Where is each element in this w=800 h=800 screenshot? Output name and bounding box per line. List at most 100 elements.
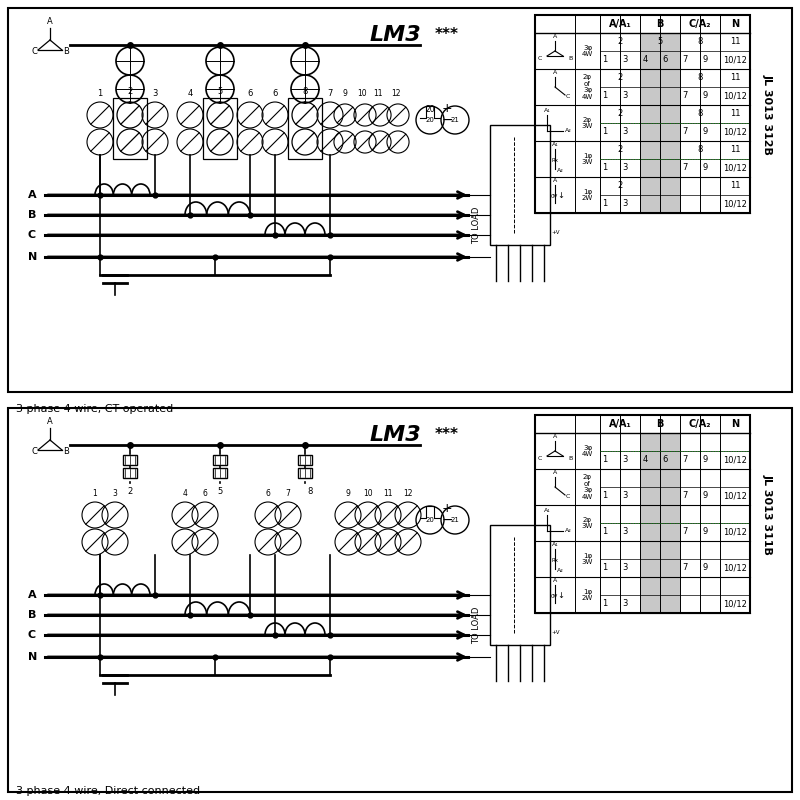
Bar [123, 455, 137, 465]
Bar [298, 468, 312, 478]
Text: A: A [553, 70, 557, 75]
Bar [535, 15, 750, 213]
Text: 10/12: 10/12 [723, 199, 747, 209]
Text: 7: 7 [682, 163, 688, 173]
Text: A₂: A₂ [565, 529, 572, 534]
Text: 1: 1 [602, 91, 608, 101]
Text: B: B [656, 419, 664, 429]
Text: 1: 1 [602, 55, 608, 65]
Text: A₁: A₁ [544, 108, 550, 113]
Text: A₂: A₂ [565, 129, 572, 134]
Bar [298, 455, 312, 465]
Text: 10/12: 10/12 [723, 91, 747, 101]
Text: 7: 7 [682, 563, 688, 573]
Text: 1φ
3W: 1φ 3W [582, 553, 593, 566]
Text: 3φ
4W: 3φ 4W [582, 45, 593, 58]
Bar [640, 577, 680, 613]
Text: 10/12: 10/12 [723, 163, 747, 173]
Text: C: C [31, 447, 37, 457]
Text: C: C [566, 494, 570, 499]
Text: 1: 1 [602, 599, 608, 609]
Text: 3: 3 [622, 55, 628, 65]
Text: 1: 1 [602, 127, 608, 137]
Text: A: A [553, 178, 557, 183]
Text: 1: 1 [602, 455, 608, 465]
Text: C/A₂: C/A₂ [689, 19, 711, 29]
Text: 3 phase 4 wire, CT operated: 3 phase 4 wire, CT operated [16, 404, 174, 414]
Text: A₂: A₂ [557, 569, 564, 574]
Text: TO LOAD: TO LOAD [473, 206, 482, 244]
Text: 11: 11 [730, 146, 740, 154]
Text: 3: 3 [622, 455, 628, 465]
Text: 1: 1 [93, 489, 98, 498]
Text: 10: 10 [357, 89, 367, 98]
Text: 9: 9 [702, 163, 708, 173]
Text: 7: 7 [682, 55, 688, 65]
Text: 8: 8 [698, 74, 702, 82]
Text: 12: 12 [391, 89, 401, 98]
Bar [640, 33, 680, 69]
Text: A/A₁: A/A₁ [609, 19, 631, 29]
Bar [213, 455, 227, 465]
Text: 8: 8 [307, 487, 313, 496]
Text: A: A [553, 470, 557, 475]
Text: ↓: ↓ [557, 190, 564, 199]
Text: 6: 6 [662, 55, 668, 65]
Text: 9: 9 [702, 527, 708, 537]
Text: 3 phase 4 wire, Direct connected: 3 phase 4 wire, Direct connected [16, 786, 200, 796]
Text: 11: 11 [730, 110, 740, 118]
Bar [640, 105, 680, 141]
Text: 2φ
of
3φ
4W: 2φ of 3φ 4W [582, 474, 593, 500]
Text: 9: 9 [702, 455, 708, 465]
Text: 5: 5 [658, 38, 662, 46]
Text: 10/12: 10/12 [723, 127, 747, 137]
Text: 3: 3 [622, 527, 628, 537]
Text: 1φ
3W: 1φ 3W [582, 153, 593, 166]
Text: N: N [28, 252, 38, 262]
Text: 7: 7 [682, 91, 688, 101]
Text: A: A [553, 34, 557, 39]
Bar [640, 141, 680, 177]
Text: B: B [568, 57, 572, 62]
Text: 1: 1 [602, 563, 608, 573]
Text: 3: 3 [622, 127, 628, 137]
Text: A: A [28, 590, 37, 600]
Text: 12: 12 [403, 489, 413, 498]
Bar [490, 525, 550, 645]
Text: 10/12: 10/12 [723, 599, 747, 609]
Text: A₁: A₁ [552, 142, 558, 147]
Text: B: B [63, 447, 69, 457]
Text: 2: 2 [618, 110, 622, 118]
Text: B: B [568, 457, 572, 462]
Text: 21: 21 [450, 517, 459, 523]
Text: C: C [538, 57, 542, 62]
Text: C/A₂: C/A₂ [689, 419, 711, 429]
Bar [640, 469, 680, 505]
Text: 3: 3 [622, 91, 628, 101]
Text: 8: 8 [698, 38, 702, 46]
Text: 20: 20 [426, 117, 434, 123]
Text: 0V: 0V [551, 194, 558, 199]
Text: 1: 1 [602, 491, 608, 501]
Text: 4: 4 [642, 55, 648, 65]
Text: B: B [63, 47, 69, 57]
Text: +V: +V [551, 630, 559, 635]
Text: C: C [31, 47, 37, 57]
Text: 1: 1 [602, 527, 608, 537]
Text: 7: 7 [682, 127, 688, 137]
Text: +: + [442, 502, 453, 514]
Text: A₁: A₁ [552, 542, 558, 547]
Text: 10/12: 10/12 [723, 491, 747, 501]
Text: 2: 2 [618, 74, 622, 82]
Text: 8: 8 [302, 87, 308, 96]
Text: 6: 6 [247, 89, 253, 98]
Text: N: N [28, 652, 38, 662]
Text: 1φ
2W: 1φ 2W [582, 589, 593, 602]
Bar [490, 125, 550, 245]
Text: 9: 9 [342, 89, 347, 98]
Text: 5: 5 [218, 87, 222, 96]
Bar [123, 468, 137, 478]
Text: LM3: LM3 [370, 25, 422, 45]
Text: 4: 4 [187, 89, 193, 98]
Text: 9: 9 [702, 563, 708, 573]
